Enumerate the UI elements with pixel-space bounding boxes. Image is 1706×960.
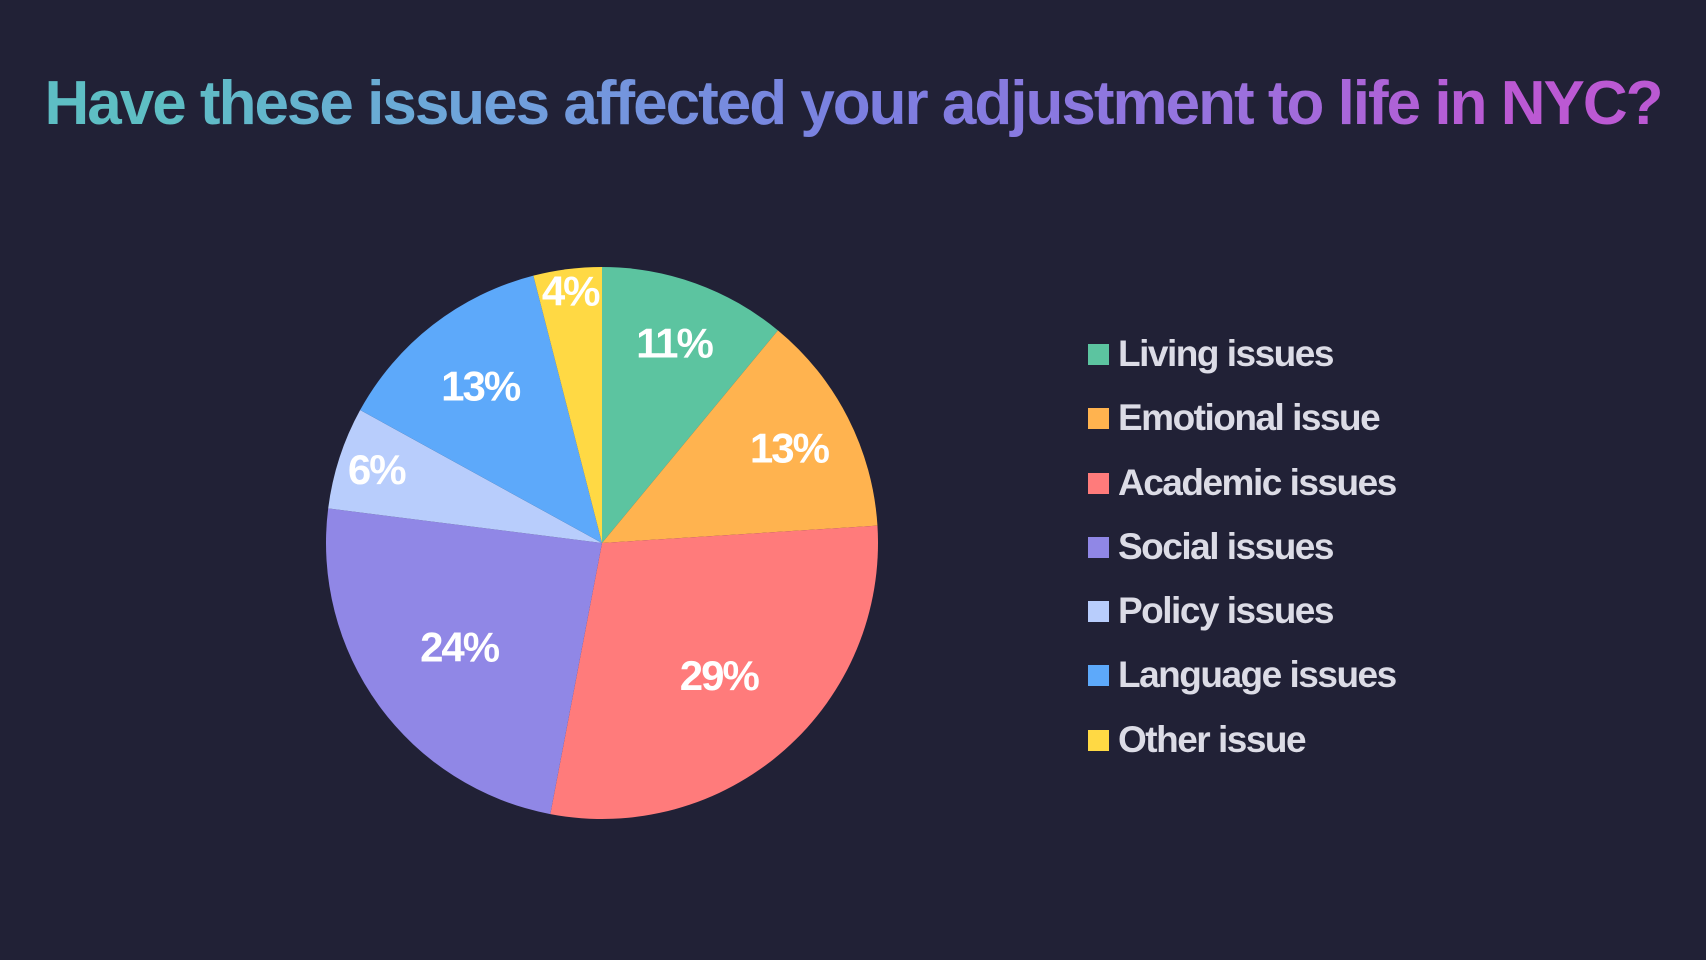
legend-label: Living issues xyxy=(1118,322,1333,386)
legend-item: Academic issues xyxy=(1088,451,1396,515)
legend-item: Social issues xyxy=(1088,515,1396,579)
legend-label: Social issues xyxy=(1118,515,1333,579)
legend-label: Emotional issue xyxy=(1118,386,1379,450)
legend-label: Language issues xyxy=(1118,643,1396,707)
legend-item: Living issues xyxy=(1088,322,1396,386)
legend-item: Other issue xyxy=(1088,708,1396,772)
pie-slices xyxy=(326,267,878,819)
slice-percent-label: 13% xyxy=(750,424,830,471)
slice-percent-label: 6% xyxy=(348,446,406,493)
slice-percent-label: 13% xyxy=(441,362,521,409)
slice-percent-label: 24% xyxy=(420,623,500,670)
legend-swatch xyxy=(1088,344,1109,365)
legend: Living issues Emotional issue Academic iss… xyxy=(1088,322,1396,772)
legend-item: Emotional issue xyxy=(1088,386,1396,450)
legend-label: Other issue xyxy=(1118,708,1305,772)
legend-swatch xyxy=(1088,601,1109,622)
legend-swatch xyxy=(1088,537,1109,558)
legend-item: Policy issues xyxy=(1088,579,1396,643)
slice-percent-label: 4% xyxy=(542,268,600,315)
legend-swatch xyxy=(1088,665,1109,686)
legend-label: Academic issues xyxy=(1118,451,1396,515)
slice-percent-label: 11% xyxy=(636,320,713,367)
legend-swatch xyxy=(1088,473,1109,494)
legend-swatch xyxy=(1088,408,1109,429)
legend-item: Language issues xyxy=(1088,643,1396,707)
legend-label: Policy issues xyxy=(1118,579,1333,643)
legend-swatch xyxy=(1088,730,1109,751)
slice-percent-label: 29% xyxy=(680,652,760,699)
